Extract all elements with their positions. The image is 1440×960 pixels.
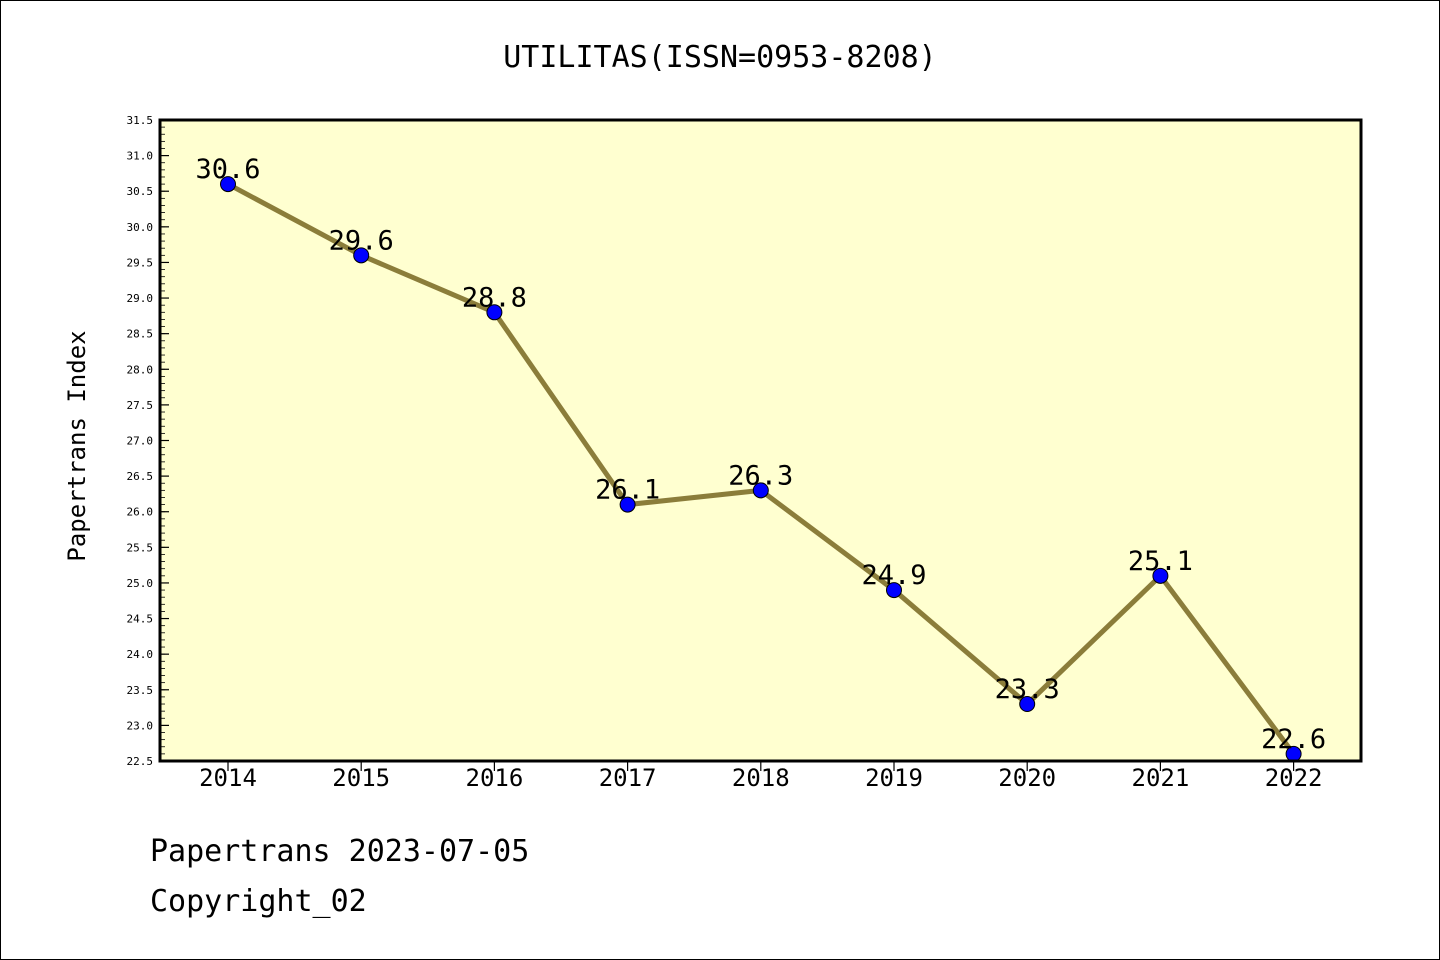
x-tick-label: 2015 — [332, 764, 390, 792]
data-point — [353, 247, 370, 264]
x-tick-label: 2017 — [599, 764, 657, 792]
x-tick-label: 2020 — [998, 764, 1056, 792]
data-point — [619, 496, 636, 513]
y-tick-label: 25.5 — [127, 541, 154, 554]
data-label: 28.8 — [462, 282, 527, 313]
x-tick-label: 2019 — [865, 764, 923, 792]
y-tick-label: 26.0 — [127, 506, 154, 519]
y-tick-label: 27.0 — [127, 435, 154, 448]
data-label: 24.9 — [861, 560, 926, 591]
y-tick-label: 26.5 — [127, 470, 154, 483]
data-label: 26.3 — [728, 460, 793, 491]
data-label: 22.6 — [1261, 724, 1326, 755]
y-tick-label: 23.5 — [127, 684, 154, 697]
y-tick-label: 28.0 — [127, 363, 154, 376]
x-tick-label: 2014 — [199, 764, 257, 792]
data-point — [486, 304, 503, 321]
data-point — [1152, 567, 1169, 584]
y-axis: 22.5 23.0 23.5 24.0 24.5 25.0 25.5 26.0 26.5 27.0… — [127, 114, 169, 768]
x-tick-label: 2021 — [1132, 764, 1190, 792]
chart-title: UTILITAS(ISSN=0953-8208) — [503, 40, 936, 75]
plot-border — [158, 118, 1363, 763]
x-axis: 2014 2015 2016 2017 2018 2019 2020 2021 2022 — [199, 761, 1322, 792]
plot-area — [160, 120, 1361, 761]
data-point — [220, 176, 236, 193]
y-tick-label: 24.5 — [127, 613, 154, 626]
data-label: 23.3 — [995, 674, 1060, 705]
x-tick-label: 2016 — [466, 764, 524, 792]
y-tick-label: 23.0 — [127, 719, 154, 732]
data-label: 29.6 — [329, 225, 394, 256]
y-tick-label: 27.5 — [127, 399, 154, 412]
data-label: 30.6 — [195, 154, 260, 185]
y-tick-label: 24.0 — [127, 648, 154, 661]
y-tick-label: 31.5 — [127, 114, 154, 127]
y-tick-label: 30.0 — [127, 221, 154, 234]
data-point — [886, 582, 902, 599]
footer-copyright-text: Copyright_02 — [150, 884, 367, 919]
y-tick-label: 28.5 — [127, 328, 154, 341]
y-tick-label: 31.0 — [127, 150, 154, 163]
data-label: 25.1 — [1128, 546, 1193, 577]
x-tick-label: 2018 — [732, 764, 790, 792]
data-label: 26.1 — [595, 475, 660, 506]
y-tick-label: 30.5 — [127, 185, 154, 198]
y-tick-label: 29.5 — [127, 256, 154, 269]
data-point — [752, 482, 769, 499]
footer-date-text: Papertrans 2023-07-05 — [150, 834, 530, 869]
y-tick-label: 22.5 — [127, 755, 154, 768]
data-point — [1019, 696, 1036, 713]
x-tick-label: 2022 — [1265, 764, 1323, 792]
y-tick-label: 29.0 — [127, 292, 154, 305]
y-tick-label: 25.0 — [127, 577, 154, 590]
series-group: 30.6 29.6 28.8 26.1 26.3 24.9 23.3 25.1 22.6 — [195, 154, 1326, 762]
y-axis-label: Papertrans Index — [63, 330, 91, 561]
